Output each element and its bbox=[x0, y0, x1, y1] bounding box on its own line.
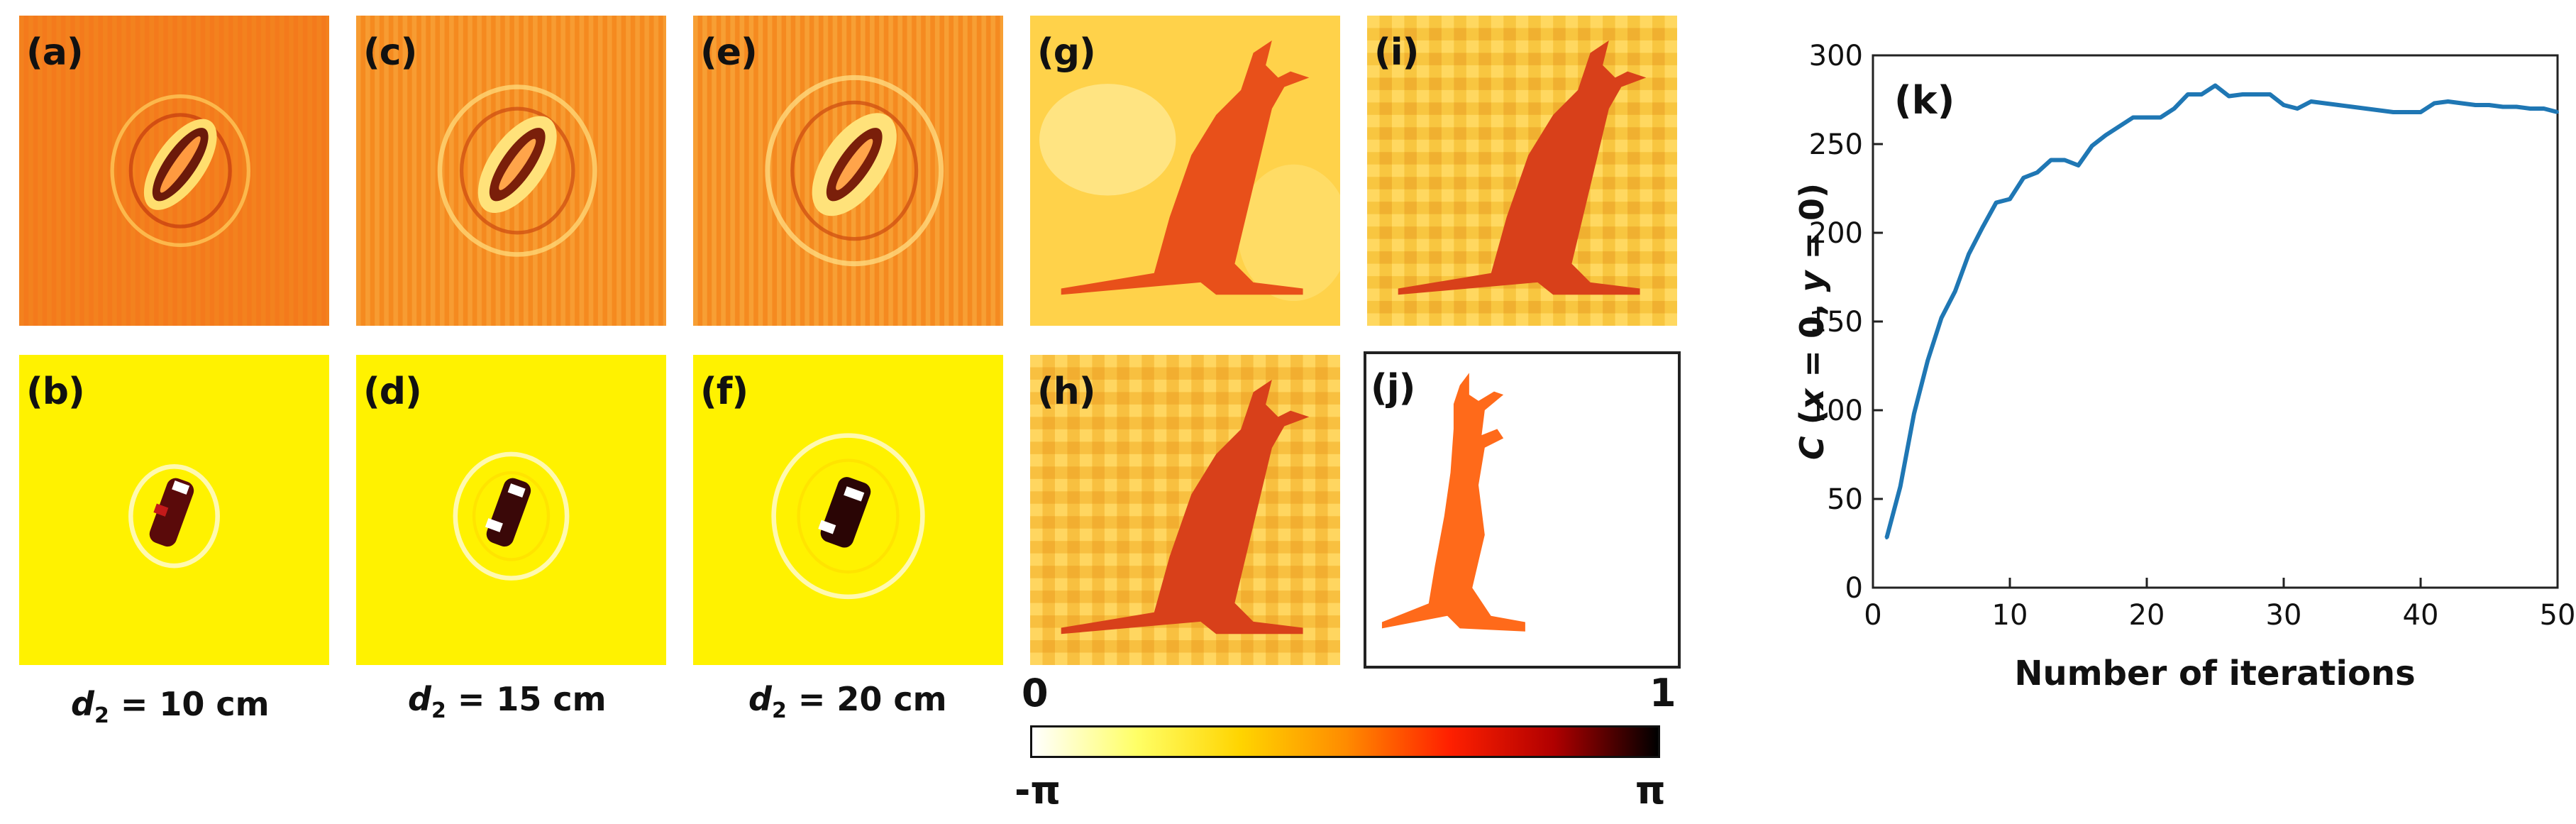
data-point bbox=[1953, 290, 1957, 293]
colorbar-top-right-label: 1 bbox=[1649, 671, 1676, 715]
data-point bbox=[2309, 100, 2313, 103]
data-point bbox=[1898, 485, 1902, 488]
distance-label-15cm: d2 = 15 cm bbox=[408, 680, 607, 724]
data-point bbox=[2556, 111, 2559, 114]
x-tick-label: 30 bbox=[2266, 599, 2302, 632]
data-point bbox=[1912, 412, 1916, 415]
y-tick-label: 300 bbox=[1809, 40, 1863, 72]
y-tick-label: 100 bbox=[1809, 395, 1863, 427]
panel-i-reconstruction: (i) bbox=[1367, 16, 1677, 326]
data-point bbox=[2419, 111, 2422, 114]
data-point bbox=[2296, 107, 2299, 110]
data-point bbox=[2131, 116, 2135, 119]
x-axis-label: Number of iterations bbox=[2014, 654, 2415, 693]
data-point bbox=[2104, 133, 2108, 137]
series-line bbox=[1884, 83, 2558, 539]
data-point bbox=[2159, 116, 2162, 119]
data-point bbox=[2008, 197, 2011, 201]
data-point bbox=[2405, 111, 2409, 114]
data-point bbox=[2474, 104, 2477, 106]
distance-label-10cm: d2 = 10 cm bbox=[71, 685, 270, 729]
data-point bbox=[2118, 125, 2121, 128]
data-point bbox=[2227, 94, 2230, 98]
panel-g-label: (g) bbox=[1037, 31, 1096, 74]
data-point bbox=[1981, 226, 1984, 229]
panel-h-label: (h) bbox=[1037, 370, 1096, 413]
y-tick-label: 50 bbox=[1827, 483, 1863, 516]
panel-j-target-silhouette: (j) bbox=[1364, 351, 1681, 669]
data-point bbox=[2186, 93, 2189, 96]
panel-g-reconstruction: (g) bbox=[1030, 16, 1340, 326]
data-point bbox=[2515, 105, 2519, 109]
colorbar-bottom-left-label: -π bbox=[1015, 768, 1061, 813]
colorbar-bottom-right-label: π bbox=[1635, 768, 1666, 813]
y-tick-label: 200 bbox=[1809, 217, 1863, 250]
data-point bbox=[2282, 104, 2285, 106]
data-point bbox=[1885, 537, 1889, 539]
x-tick-label: 40 bbox=[2403, 599, 2439, 632]
colorbar-top-left-label: 0 bbox=[1022, 671, 1049, 715]
panel-h-reconstruction: (h) bbox=[1030, 355, 1340, 665]
data-point bbox=[2433, 101, 2436, 105]
y-tick-label: 250 bbox=[1809, 128, 1863, 161]
panel-e-phase-image: (e) bbox=[693, 16, 1003, 326]
panel-c-label: (c) bbox=[363, 31, 417, 74]
y-axis-label: C (x = 0, y = 0) bbox=[1793, 183, 1831, 460]
data-point bbox=[2049, 158, 2052, 162]
panel-j-label: (j) bbox=[1371, 367, 1415, 410]
data-point bbox=[2487, 104, 2491, 106]
panel-a-phase-image: (a) bbox=[19, 16, 329, 326]
data-point bbox=[2323, 101, 2326, 105]
plot-area-frame bbox=[1872, 54, 2559, 589]
data-point bbox=[2213, 84, 2217, 87]
panel-d-label: (d) bbox=[363, 370, 422, 413]
panel-k-label: (k) bbox=[1894, 78, 1955, 123]
data-point bbox=[2460, 101, 2463, 105]
data-point bbox=[2542, 107, 2545, 110]
convergence-chart-svg: 0 10 20 30 40 50 0 50 100 150 200 250 300 (k) Number… bbox=[1793, 40, 2576, 693]
x-tick-label: 20 bbox=[2129, 599, 2165, 632]
x-tick-label: 0 bbox=[1864, 599, 1881, 632]
data-point bbox=[2378, 109, 2382, 112]
data-point bbox=[2063, 158, 2067, 162]
data-point bbox=[1926, 359, 1930, 362]
data-point bbox=[2528, 107, 2532, 110]
colorbar bbox=[1030, 725, 1660, 758]
data-point bbox=[2022, 176, 2025, 180]
data-point bbox=[2145, 116, 2148, 119]
data-point bbox=[2200, 93, 2204, 96]
data-point bbox=[2077, 164, 2080, 167]
data-point bbox=[2350, 105, 2354, 109]
data-point bbox=[2392, 111, 2395, 114]
data-point bbox=[1994, 201, 1998, 204]
distance-label-20cm: d2 = 20 cm bbox=[748, 680, 947, 724]
panel-b-phase-image: (b) bbox=[19, 355, 329, 665]
data-point bbox=[2337, 104, 2340, 106]
panel-b-label: (b) bbox=[26, 370, 85, 413]
data-point bbox=[2255, 93, 2258, 96]
data-point bbox=[2364, 107, 2367, 110]
x-tick-label: 50 bbox=[2540, 599, 2576, 632]
data-point bbox=[2241, 93, 2245, 96]
panel-a-label: (a) bbox=[26, 31, 84, 74]
kangaroo-silhouette bbox=[1381, 373, 1525, 632]
data-point bbox=[1967, 253, 1971, 256]
panel-c-phase-image: (c) bbox=[356, 16, 666, 326]
data-point bbox=[1940, 317, 1943, 319]
x-tick-label: 10 bbox=[1992, 599, 2028, 632]
data-point bbox=[2172, 107, 2176, 110]
panel-e-label: (e) bbox=[700, 31, 758, 74]
panel-f-phase-image: (f) bbox=[693, 355, 1003, 665]
data-point bbox=[2268, 93, 2272, 96]
y-tick-label: 0 bbox=[1845, 572, 1863, 605]
y-tick-label: 150 bbox=[1809, 306, 1863, 339]
panel-d-phase-image: (d) bbox=[356, 355, 666, 665]
convergence-chart: 0 10 20 30 40 50 0 50 100 150 200 250 300 (k) Number… bbox=[1752, 0, 2576, 821]
panel-i-label: (i) bbox=[1374, 31, 1419, 74]
data-point bbox=[2090, 144, 2094, 148]
data-point bbox=[2035, 171, 2039, 174]
panel-f-label: (f) bbox=[700, 370, 748, 413]
data-point bbox=[2501, 105, 2504, 109]
data-point bbox=[2446, 100, 2450, 103]
